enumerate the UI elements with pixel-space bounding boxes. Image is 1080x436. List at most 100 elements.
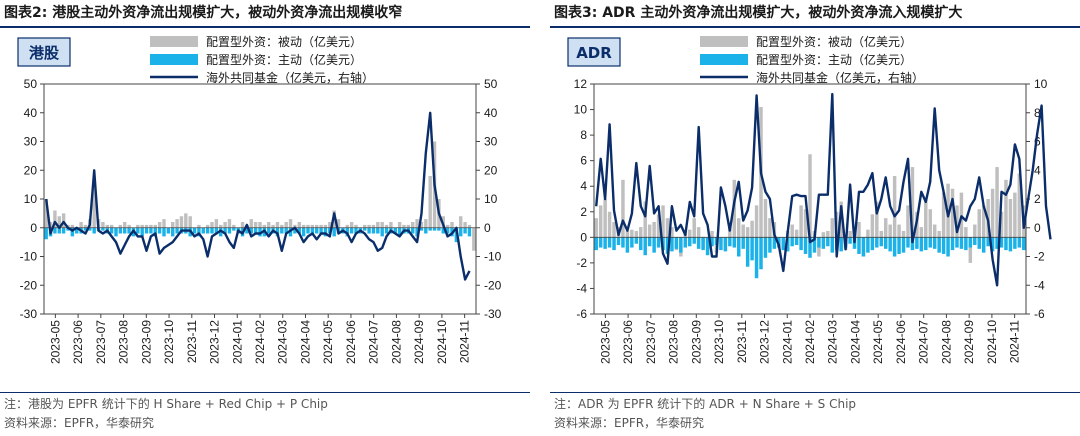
y-right-tick-label: 40	[484, 106, 498, 120]
x-tick-label: 2023-08	[117, 320, 131, 364]
active-bar	[647, 237, 652, 247]
passive-bar	[621, 179, 625, 238]
passive-bar	[384, 224, 389, 228]
active-bar	[910, 237, 915, 251]
mutual-fund-line	[595, 92, 1052, 287]
passive-bar	[901, 230, 906, 238]
passive-bar	[184, 213, 188, 228]
active-bar	[441, 227, 445, 234]
passive-bar	[661, 205, 665, 238]
passive-bar	[981, 205, 986, 238]
x-tick-label: 2024-06	[894, 320, 908, 364]
figure-title: 图表2: 港股主动外资净流出规模扩大，被动外资净流出规模收窄	[4, 5, 403, 21]
active-bar	[781, 237, 786, 251]
active-bar	[127, 227, 131, 234]
active-bar	[968, 237, 973, 248]
x-tick-label: 2024-09	[412, 320, 426, 364]
active-bar	[634, 237, 639, 244]
passive-bar	[463, 222, 467, 228]
passive-bar	[598, 205, 603, 238]
source-line: 资料来源：EPFR，华泰研究	[554, 416, 705, 430]
figure-title: 图表3: ADR 主动外资净流出规模扩大，被动外资净流入规模扩大	[554, 5, 963, 21]
active-bar	[710, 237, 714, 247]
active-bar	[999, 237, 1004, 248]
x-tick-label: 2024-07	[367, 320, 381, 364]
passive-bar	[866, 229, 870, 238]
y-left-tick-label: -4	[576, 281, 587, 295]
active-bar	[799, 237, 803, 251]
passive-bar	[205, 224, 210, 228]
active-bar	[665, 237, 670, 254]
y-right-tick-label: 8	[1034, 106, 1041, 120]
passive-bar	[223, 222, 227, 228]
active-bar	[839, 237, 843, 252]
passive-bar	[656, 214, 661, 238]
passive-bar	[253, 222, 258, 228]
passive-bar	[367, 224, 371, 228]
legend-active-label: 配置型外资：主动（亿美元）	[206, 52, 362, 67]
y-left-tick-label: 20	[24, 163, 38, 177]
active-bar	[612, 237, 616, 251]
passive-bar	[328, 222, 332, 228]
active-bar	[737, 237, 741, 257]
passive-bar	[1013, 192, 1017, 238]
active-bar	[728, 237, 732, 247]
active-bar	[258, 227, 262, 237]
passive-bar	[830, 218, 835, 238]
passive-bar	[977, 209, 981, 238]
passive-bar	[964, 227, 968, 238]
passive-bar	[750, 220, 754, 238]
market-tag: 港股	[29, 44, 60, 62]
active-bar	[249, 227, 253, 234]
active-bar	[70, 227, 75, 237]
footnote: 注：港股为 EPFR 统计下的 H Share + Red Chip + P C…	[4, 397, 328, 411]
passive-bar	[897, 224, 901, 238]
active-bar	[123, 227, 127, 234]
active-bar	[144, 227, 149, 234]
active-bar	[83, 227, 88, 231]
passive-bar	[612, 222, 616, 238]
active-bar	[594, 237, 598, 251]
passive-bar	[652, 222, 656, 238]
x-tick-label: 2023-08	[667, 320, 681, 364]
x-tick-label: 2023-11	[735, 320, 749, 363]
y-left-tick-label: 8	[580, 128, 587, 142]
passive-bar	[643, 201, 647, 238]
y-left-tick-label: -6	[576, 307, 587, 321]
active-bar	[932, 237, 937, 249]
active-bar	[459, 227, 463, 237]
market-tag-box	[567, 37, 621, 67]
legend-passive-swatch	[150, 36, 198, 47]
active-bar	[959, 237, 964, 249]
active-bar	[763, 237, 768, 258]
active-bar	[415, 227, 419, 237]
x-tick-label: 2023-12	[208, 320, 222, 364]
x-tick-label: 2023-09	[139, 320, 153, 364]
active-bar	[866, 237, 870, 253]
passive-bar	[955, 205, 959, 238]
active-bar	[162, 227, 166, 237]
passive-bar	[950, 188, 955, 238]
x-tick-label: 2024-10	[985, 320, 999, 364]
active-bar	[384, 227, 389, 234]
source-line: 资料来源：EPFR，华泰研究	[4, 416, 155, 430]
x-tick-label: 2024-01	[230, 320, 244, 364]
active-bar	[332, 227, 336, 237]
active-bar	[955, 237, 959, 248]
passive-bar	[803, 209, 808, 238]
passive-bar	[607, 211, 612, 238]
active-bar	[1017, 237, 1022, 248]
passive-bar	[83, 224, 88, 228]
active-bar	[652, 237, 656, 253]
active-bar	[92, 227, 96, 234]
passive-bar	[968, 237, 973, 263]
passive-bar	[319, 224, 323, 228]
passive-bar	[1017, 173, 1022, 238]
y-left-tick-label: 30	[24, 135, 38, 149]
legend-passive-label: 配置型外资：被动（亿美元）	[756, 34, 912, 49]
active-bar	[315, 227, 319, 234]
active-bar	[674, 237, 679, 249]
passive-bar	[710, 230, 714, 238]
active-bar	[621, 237, 625, 248]
active-bar	[284, 227, 288, 234]
